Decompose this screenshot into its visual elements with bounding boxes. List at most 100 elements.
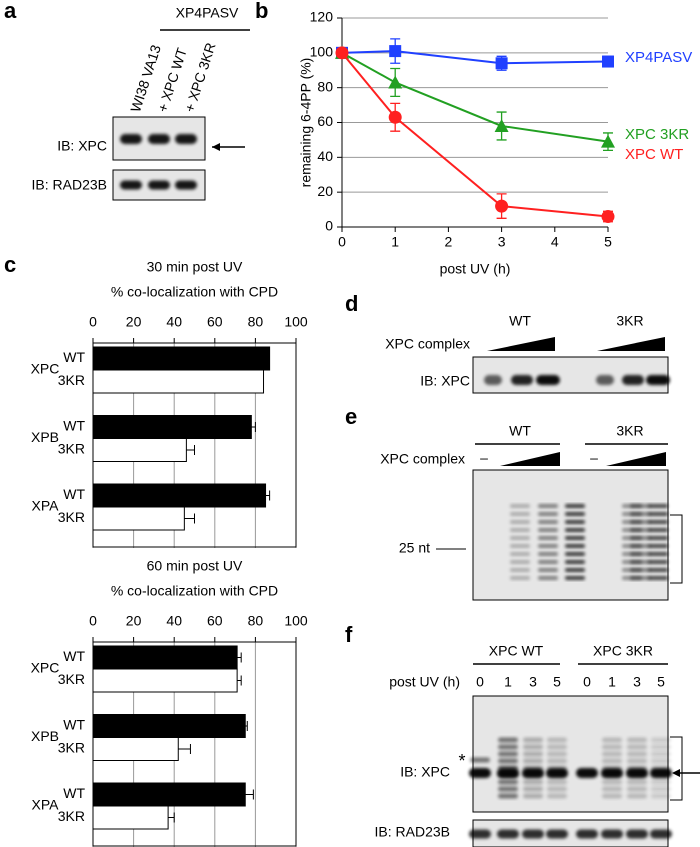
band (648, 552, 668, 556)
category-label: XPB (31, 429, 59, 445)
band (630, 512, 650, 516)
group-label: 3KR (616, 313, 643, 329)
band (546, 829, 568, 839)
error-bar (237, 675, 242, 686)
band (626, 829, 648, 839)
band (630, 560, 650, 564)
band (510, 504, 530, 508)
time: 0 (476, 674, 484, 690)
time-label: post UV (h) (389, 674, 460, 690)
band (648, 560, 668, 564)
bar (92, 714, 246, 738)
x-tick-label: 100 (284, 314, 308, 330)
band (547, 779, 567, 785)
band (538, 528, 558, 532)
y-tick-label: 120 (310, 9, 334, 25)
band (498, 779, 518, 785)
y-axis-label: remaining 6-4PP (%) (298, 58, 314, 188)
band (651, 765, 671, 771)
band (602, 758, 622, 764)
panel-letter: c (4, 252, 16, 277)
band (547, 772, 567, 778)
y-tick-label: 0 (325, 218, 333, 234)
band (538, 512, 558, 516)
band (510, 544, 530, 548)
series-label: XP4PASV (625, 49, 692, 66)
group-label: XPC WT (489, 643, 544, 659)
marker (601, 210, 615, 224)
error-bar (265, 490, 271, 501)
band (630, 544, 650, 548)
marker (601, 134, 615, 148)
band (648, 528, 668, 532)
band (498, 744, 518, 750)
band (510, 528, 530, 532)
category-label: XPC (31, 361, 60, 377)
group-label: WT (509, 423, 531, 439)
band (522, 829, 544, 839)
y-tick-label: 40 (317, 148, 333, 164)
series-label: WT (63, 785, 85, 801)
category-label: XPA (32, 498, 60, 514)
band (523, 758, 543, 764)
band (602, 779, 622, 785)
bar (92, 438, 187, 462)
error-bar (245, 789, 254, 800)
band (627, 772, 647, 778)
blot-label: IB: XPC (400, 764, 450, 780)
arrow-head (212, 143, 220, 151)
x-tick-label: 5 (604, 234, 612, 250)
wedge (597, 337, 665, 351)
panel-letter: a (4, 0, 17, 23)
asterisk: * (458, 751, 465, 771)
band (602, 744, 622, 750)
blot-label: IB: RAD23B (375, 824, 450, 840)
x-tick-label: 1 (391, 234, 399, 250)
band (602, 772, 622, 778)
band (498, 751, 518, 757)
band (602, 765, 622, 771)
x-tick-label: 20 (126, 613, 142, 629)
error-bar (184, 513, 195, 524)
x-tick-label: 80 (248, 314, 264, 330)
band (538, 552, 558, 556)
band (510, 536, 530, 540)
time: 5 (553, 674, 561, 690)
band (651, 758, 671, 764)
error-bar (251, 422, 256, 432)
band (651, 751, 671, 757)
band (648, 512, 668, 516)
band (510, 520, 530, 524)
x-tick-label: 40 (166, 613, 182, 629)
control-label: – (480, 450, 488, 466)
band (602, 786, 622, 792)
bracket (670, 514, 683, 584)
x-tick-label: 100 (284, 613, 308, 629)
x-axis-label: post UV (h) (440, 261, 511, 277)
band (565, 544, 585, 548)
series-label: WT (63, 648, 85, 664)
series-label: XPC WT (625, 146, 683, 163)
time: 0 (583, 674, 591, 690)
x-tick-label: 20 (126, 314, 142, 330)
blot-label: IB: XPC (420, 373, 470, 389)
error-bar (237, 652, 242, 663)
band (510, 512, 530, 516)
band (536, 375, 560, 385)
band (538, 536, 558, 540)
band (523, 772, 543, 778)
chart-title: 30 min post UV (147, 259, 243, 275)
band (470, 757, 490, 763)
band (648, 576, 668, 580)
band (565, 528, 585, 532)
series-label: 3KR (58, 740, 85, 756)
blot-label: IB: RAD23B (32, 177, 107, 193)
band (627, 758, 647, 764)
band (627, 779, 647, 785)
marker (602, 55, 614, 68)
series-label: WT (63, 717, 85, 733)
band (523, 765, 543, 771)
band (538, 568, 558, 572)
band (523, 744, 543, 750)
band (498, 793, 518, 799)
